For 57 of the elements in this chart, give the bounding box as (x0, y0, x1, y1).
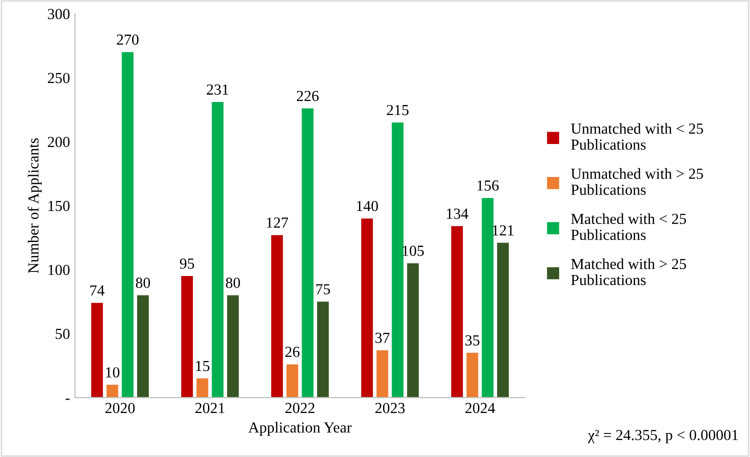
bar (227, 295, 239, 398)
data-label: 26 (285, 346, 300, 358)
y-tick-label: 250 (48, 72, 70, 84)
y-tick-label: 150 (48, 200, 70, 212)
legend-label: Unmatched with < 25 Publications (570, 123, 704, 150)
x-tick-label: 2024 (465, 402, 496, 414)
bar (302, 108, 314, 398)
text: χ² = 24.355, p < 0.00001 (588, 430, 738, 444)
data-label: 10 (106, 367, 120, 378)
data-label: 75 (316, 284, 330, 294)
x-tick-label: 2020 (105, 402, 135, 414)
data-label: 95 (180, 258, 194, 269)
bar (181, 276, 193, 398)
bar (212, 102, 224, 398)
x-tick-label: 2023 (375, 402, 405, 414)
bar (361, 218, 373, 398)
x-axis-title: Application Year (248, 422, 352, 436)
x-tick-label: 2021 (195, 402, 224, 414)
legend-label: Matched with > 25 Publications (571, 258, 686, 286)
bar (466, 352, 478, 398)
bar (317, 302, 329, 398)
data-label: 215 (386, 104, 409, 116)
data-label: 15 (196, 360, 210, 372)
legend-label: Matched with < 25 Publications (571, 213, 686, 240)
data-label: 156 (478, 180, 499, 191)
y-axis-title: Number of Applicants (28, 138, 42, 274)
data-label: 226 (296, 90, 319, 102)
data-label: 37 (375, 332, 390, 343)
data-label: 127 (266, 218, 288, 228)
bar (286, 364, 298, 398)
data-label: 134 (446, 208, 468, 219)
bar (451, 226, 463, 398)
data-label: 231 (206, 84, 228, 95)
data-label: 140 (356, 200, 378, 212)
bar (497, 242, 509, 398)
bar (392, 122, 404, 398)
x-tick-label: 2022 (285, 402, 314, 414)
data-label: 80 (136, 278, 150, 288)
data-label: 80 (226, 278, 240, 288)
bar (122, 52, 134, 398)
data-label: 74 (90, 285, 104, 296)
y-tick-label: 50 (56, 328, 70, 340)
data-label: 35 (465, 335, 480, 346)
bar (91, 302, 103, 398)
bar (271, 235, 283, 398)
y-tick-label: - (66, 398, 70, 400)
legend-label: Unmatched with > 25 Publications (570, 168, 704, 195)
bar (376, 350, 388, 398)
bar (482, 198, 494, 398)
bar (106, 384, 118, 398)
bar (137, 295, 149, 398)
y-tick-label: 100 (48, 264, 70, 276)
y-tick-label: 300 (48, 8, 70, 20)
bar (407, 263, 419, 398)
y-tick-label: 200 (48, 136, 70, 148)
bar (196, 378, 208, 398)
data-label: 270 (116, 34, 139, 45)
